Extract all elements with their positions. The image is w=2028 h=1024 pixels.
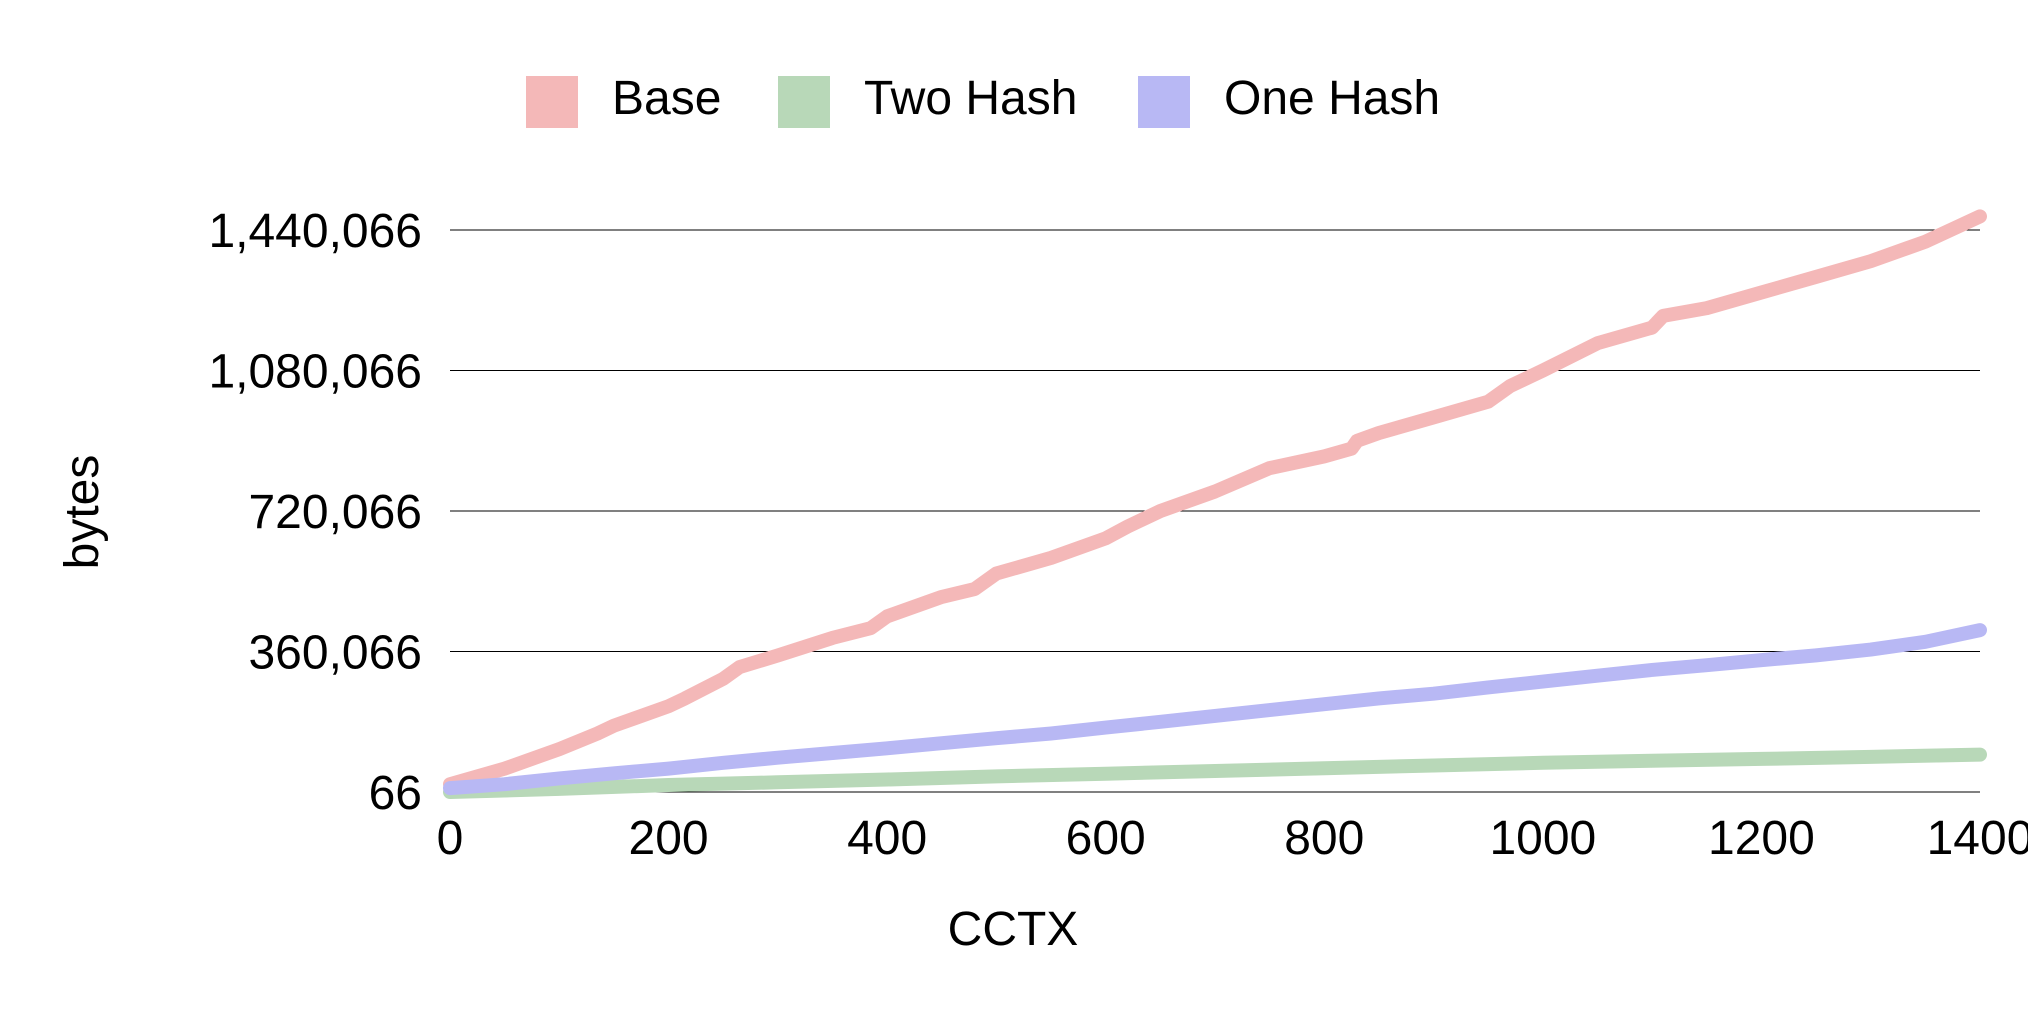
series-line-base bbox=[443, 209, 1987, 792]
legend-swatch-two-hash bbox=[778, 76, 830, 128]
x-tick-label: 400 bbox=[847, 812, 927, 865]
legend: Base Two Hash One Hash bbox=[526, 72, 1440, 128]
y-axis-tick-labels: 66 360,066 720,066 1,080,066 1,440,066 bbox=[208, 205, 422, 820]
x-tick-label: 1000 bbox=[1489, 812, 1596, 865]
y-tick-label: 360,066 bbox=[248, 627, 422, 680]
series-lines bbox=[443, 209, 1987, 799]
x-tick-label: 0 bbox=[437, 812, 464, 865]
y-tick-label: 66 bbox=[369, 767, 422, 820]
series-line-two-hash bbox=[443, 747, 1987, 799]
y-axis-title: bytes bbox=[56, 455, 109, 570]
legend-swatch-base bbox=[526, 76, 578, 128]
legend-label-two-hash: Two Hash bbox=[864, 72, 1077, 125]
x-axis-tick-labels: 0 200 400 600 800 1000 1200 1400 bbox=[437, 812, 2028, 865]
x-tick-label: 1200 bbox=[1708, 812, 1815, 865]
y-tick-label: 720,066 bbox=[248, 486, 422, 539]
y-tick-label: 1,080,066 bbox=[208, 346, 422, 399]
gridlines bbox=[450, 229, 1980, 793]
x-axis-title: CCTX bbox=[948, 903, 1079, 956]
legend-label-one-hash: One Hash bbox=[1224, 72, 1440, 125]
y-tick-label: 1,440,066 bbox=[208, 205, 422, 258]
x-tick-label: 800 bbox=[1284, 812, 1364, 865]
x-tick-label: 200 bbox=[629, 812, 709, 865]
x-tick-label: 1400 bbox=[1927, 812, 2028, 865]
x-tick-label: 600 bbox=[1066, 812, 1146, 865]
legend-label-base: Base bbox=[612, 72, 721, 125]
series-line-one-hash bbox=[443, 623, 1987, 796]
legend-swatch-one-hash bbox=[1138, 76, 1190, 128]
